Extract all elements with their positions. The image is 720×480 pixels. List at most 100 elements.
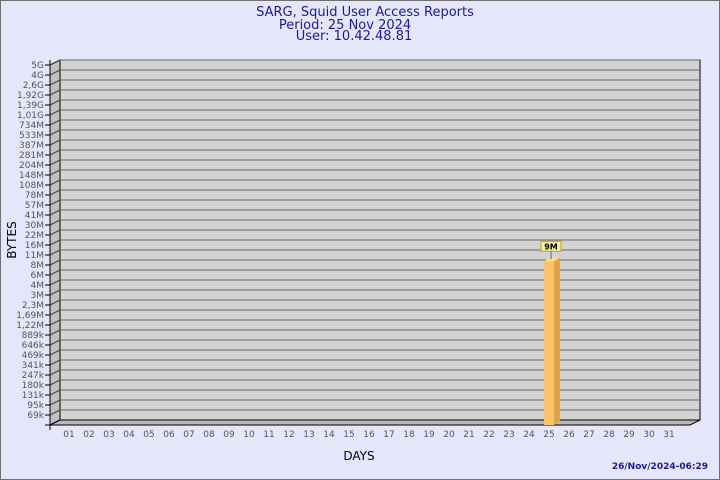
y-tick-label: 8M [31,261,45,271]
x-tick-label: 15 [343,430,354,440]
generated-timestamp: 26/Nov/2024-06:29 [612,462,708,472]
x-tick-label: 13 [303,430,314,440]
y-tick-label: 247k [22,371,45,381]
x-tick-label: 01 [63,430,74,440]
x-tick-label: 03 [103,430,114,440]
y-tick-label: 1,22M [16,321,44,331]
y-tick-label: 4G [31,71,44,81]
x-tick-label: 27 [583,430,594,440]
y-tick-label: 5G [31,61,44,71]
y-tick-label: 108M [19,181,44,191]
y-tick-label: 646k [22,341,45,351]
x-tick-label: 25 [543,430,554,440]
x-tick-label: 28 [603,430,615,440]
y-tick-label: 11M [25,251,44,261]
y-tick-label: 6M [31,271,45,281]
x-tick-label: 19 [423,430,435,440]
gridline-depth [49,299,61,306]
gridline-depth [49,359,61,366]
y-tick-label: 3M [31,291,45,301]
gridline-depth [49,69,61,76]
x-tick-label: 10 [243,430,255,440]
gridline-depth [49,319,61,326]
gridline-depth [49,89,61,96]
gridline-depth [49,409,61,416]
x-axis-label: DAYS [343,449,374,463]
gridline-depth [49,159,61,166]
gridline-depth [49,119,61,126]
gridline-depth [49,59,61,66]
y-tick-label: 148M [19,171,44,181]
y-tick-label: 1,92G [17,91,44,101]
gridline-depth [49,239,61,246]
x-tick-label: 16 [363,430,375,440]
gridline-depth [49,269,61,276]
y-tick-label: 180k [22,381,45,391]
gridline-depth [49,79,61,86]
y-tick-label: 69k [27,411,44,421]
gridline-depth [49,99,61,106]
x-tick-label: 11 [263,430,274,440]
gridline-depth [49,399,61,406]
x-tick-label: 29 [623,430,635,440]
x-tick-label: 06 [163,430,175,440]
y-tick-label: 1,69M [16,311,44,321]
y-tick-label: 341k [22,361,45,371]
x-tick-label: 07 [183,430,194,440]
y-tick-label: 1,39G [17,101,44,111]
y-tick-label: 1,01G [17,111,44,121]
x-tick-label: 26 [563,430,575,440]
x-tick-label: 17 [383,430,394,440]
bar-top [544,257,560,262]
gridline-depth [49,389,61,396]
gridline-depth [49,209,61,216]
gridline-depth [49,309,61,316]
gridline-depth [49,229,61,236]
gridline-depth [49,139,61,146]
chart-title: SARG, Squid User Access Reports [256,5,474,20]
y-tick-label: 95k [27,401,44,411]
y-tick-label: 533M [19,131,44,141]
y-tick-label: 2,3M [22,301,44,311]
y-tick-label: 204M [19,161,44,171]
bar [544,261,554,425]
x-tick-label: 24 [523,430,535,440]
y-tick-label: 469k [22,351,45,361]
y-tick-label: 57M [25,201,44,211]
gridline-depth [49,199,61,206]
x-tick-label: 22 [483,430,494,440]
y-tick-label: 30M [25,221,44,231]
y-tick-label: 4M [31,281,45,291]
gridline-depth [49,279,61,286]
y-tick-label: 22M [25,231,44,241]
x-tick-label: 20 [443,430,455,440]
chart-user: User: 10.42.48.81 [296,29,412,44]
y-tick-label: 734M [19,121,44,131]
gridline-depth [49,329,61,336]
data-label: 9M [544,242,558,251]
data-label-box [540,240,562,252]
plot-floor [49,419,701,426]
x-tick-label: 31 [663,430,674,440]
x-tick-label: 30 [643,430,655,440]
x-tick-label: 08 [203,430,215,440]
x-tick-label: 18 [403,430,415,440]
gridline-depth [49,129,61,136]
y-tick-label: 889k [22,331,45,341]
y-tick-label: 281M [19,151,44,161]
y-tick-label: 78M [25,191,44,201]
x-tick-label: 14 [323,430,335,440]
x-tick-label: 04 [123,430,135,440]
x-tick-label: 21 [463,430,474,440]
chart-period: Period: 25 Nov 2024 [279,18,411,33]
gridline-depth [49,259,61,266]
x-tick-label: 02 [83,430,94,440]
gridline-depth [49,219,61,226]
gridline-depth [49,189,61,196]
gridline-depth [49,249,61,256]
gridline-depth [49,369,61,376]
x-tick-label: 09 [223,430,235,440]
gridline-depth [49,339,61,346]
x-tick-label: 12 [283,430,294,440]
